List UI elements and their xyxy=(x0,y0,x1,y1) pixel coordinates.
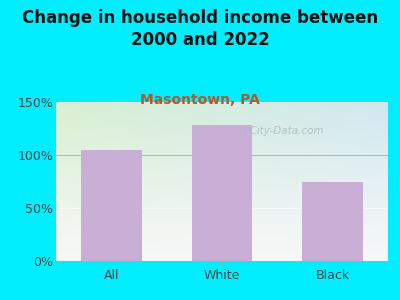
Text: ⓘ City-Data.com: ⓘ City-Data.com xyxy=(240,126,324,136)
Bar xyxy=(192,125,252,261)
Bar xyxy=(81,150,142,261)
Text: Masontown, PA: Masontown, PA xyxy=(140,93,260,107)
Bar xyxy=(302,182,363,261)
Text: Change in household income between
2000 and 2022: Change in household income between 2000 … xyxy=(22,9,378,49)
